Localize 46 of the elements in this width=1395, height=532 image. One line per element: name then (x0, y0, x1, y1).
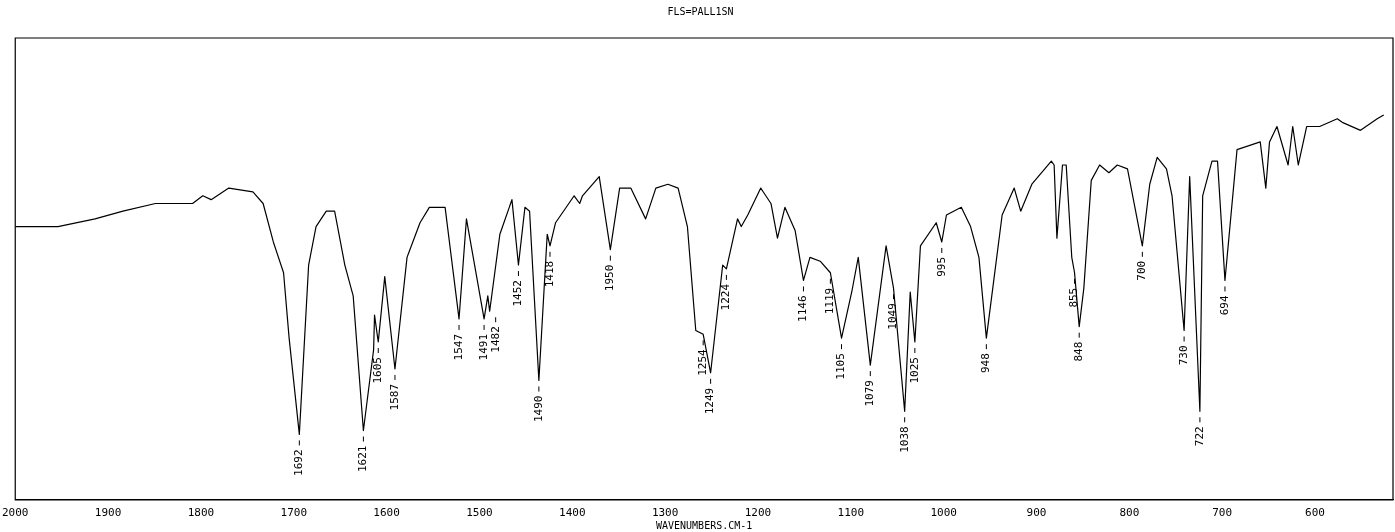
x-tick-label: 1600 (373, 506, 400, 520)
annotation: 1418 (542, 260, 556, 288)
annotation: 848 (1072, 341, 1086, 362)
annotation: 1049 (886, 303, 900, 330)
x-tick-label: 1700 (280, 506, 308, 520)
annotation: 722 (1192, 426, 1206, 447)
annotation: 1224 (719, 283, 733, 311)
annotation: 1025 (907, 357, 921, 384)
annotation: 694 (1217, 295, 1231, 316)
x-tick-label: 1300 (651, 506, 679, 520)
annotation: 1587 (387, 383, 401, 411)
x-tick-label: 600 (1305, 506, 1325, 520)
x-tick-label: 700 (1212, 506, 1233, 520)
annotation: 700 (1135, 260, 1149, 281)
x-tick-label: 1900 (94, 506, 122, 520)
x-tick-label: 1800 (187, 506, 215, 520)
annotation: 1621 (356, 445, 370, 473)
x-tick-label: 2000 (2, 506, 29, 520)
chart-title: FLS=PALL1SN (667, 5, 734, 17)
annotation: 948 (979, 353, 993, 374)
annotation: 1491 (476, 333, 490, 361)
annotation: 1692 (292, 449, 306, 476)
x-tick-label: 1100 (837, 506, 865, 520)
x-tick-label: 900 (1026, 506, 1047, 520)
annotation: 1950 (603, 264, 617, 292)
annotation: 855 (1067, 287, 1081, 308)
annotation: 1254 (696, 348, 710, 376)
annotation: 1547 (451, 333, 465, 361)
x-tick-label: 1500 (466, 506, 493, 520)
x-tick-label: 1200 (744, 506, 772, 520)
annotation: 730 (1176, 345, 1190, 366)
annotation: 1119 (823, 287, 837, 315)
x-tick-label: 800 (1119, 506, 1140, 520)
annotation: 1105 (834, 353, 848, 380)
x-tick-label: 1000 (930, 506, 957, 520)
annotation: 1482 (488, 326, 502, 353)
annotation: 1038 (897, 426, 911, 453)
annotation: 1452 (511, 280, 525, 307)
annotation: 1079 (863, 380, 877, 407)
annotation: 1490 (531, 395, 545, 422)
annotation: 1249 (703, 387, 717, 415)
annotation: 995 (934, 256, 948, 277)
x-axis-title: WAVENUMBERS.CM-1 (655, 519, 753, 531)
annotation: 1605 (371, 357, 385, 384)
annotation: 1146 (796, 295, 810, 322)
x-tick-label: 1400 (559, 506, 586, 520)
